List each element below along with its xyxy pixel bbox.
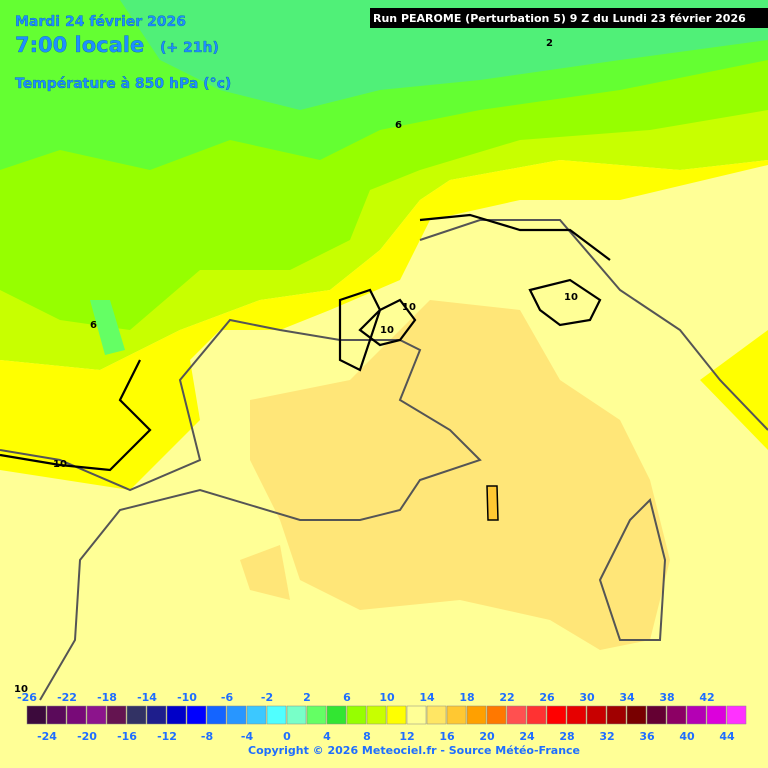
legend-swatch [46,705,67,725]
parameter: Température à 850 hPa (°c) [15,76,231,92]
contour-label: 10 [564,292,578,303]
legend-label-top: -26 [17,691,37,704]
legend-swatch [626,705,647,725]
contours [0,213,611,472]
copyright: Copyright © 2026 Meteociel.fr - Source M… [248,744,580,757]
legend-label-bottom: -12 [157,730,177,743]
legend-swatch [646,705,667,725]
legend-swatch [386,705,407,725]
legend-swatch [526,705,547,725]
legend-swatch [86,705,107,725]
warm-patch [240,545,290,600]
yellow-zone [0,160,768,490]
legend-swatch [666,705,687,725]
legend-swatch [406,705,427,725]
legend-swatch [166,705,187,725]
legend-label-top: 38 [659,691,674,704]
legend-swatch [686,705,707,725]
legend-label-bottom: -20 [77,730,97,743]
legend-label-bottom: 40 [679,730,695,743]
legend-label-bottom: 8 [363,730,371,743]
legend-label-top: 2 [303,691,311,704]
legend-swatch [606,705,627,725]
legend-label-top: -10 [177,691,197,704]
legend-swatch [226,705,247,725]
legend-label-top: 18 [459,691,474,704]
legend-swatch [286,705,307,725]
legend-label-bottom: 44 [719,730,735,743]
legend-swatch [266,705,287,725]
legend-swatch [446,705,467,725]
yellow-zone-east [700,330,768,450]
legend-label-top: -2 [261,691,273,704]
legend-label-top: 26 [539,691,555,704]
green-patch [90,300,125,355]
legend-label-top: -14 [137,691,157,704]
legend-swatch [506,705,527,725]
contour-label: 6 [395,120,402,131]
legend-label-bottom: 36 [639,730,655,743]
legend-swatch [706,705,727,725]
legend-label-top: -18 [97,691,117,704]
legend-swatch [426,705,447,725]
legend-label-top: 10 [379,691,395,704]
lead-time: (+ 21h) [160,40,219,56]
contour-label: 10 [380,325,394,336]
legend-label-bottom: 32 [599,730,614,743]
legend-label-bottom: -16 [117,730,137,743]
legend-swatch [346,705,367,725]
legend-label-bottom: -24 [37,730,57,743]
legend-swatch [726,705,747,725]
legend-label-top: -6 [221,691,234,704]
legend-swatch [566,705,587,725]
legend-label-bottom: 16 [439,730,455,743]
legend-label-top: 34 [619,691,635,704]
legend-swatch [306,705,327,725]
legend-swatch [546,705,567,725]
legend-swatch [366,705,387,725]
warm-zone [250,300,670,650]
legend-swatch [146,705,167,725]
forecast-time: 7:00 locale [15,33,144,57]
forecast-date: Mardi 24 février 2026 [15,14,186,30]
legend-swatch [206,705,227,725]
run-banner [370,8,768,28]
legend-label-bottom: -4 [241,730,254,743]
contour-label: 10 [14,684,28,695]
legend-label-bottom: 0 [283,730,291,743]
legend-swatch [26,705,47,725]
contour-label: 2 [546,38,553,49]
contour-label: 10 [402,302,416,313]
legend-swatch [326,705,347,725]
legend-label-top: 6 [343,691,351,704]
legend-label-top: -22 [57,691,77,704]
legend-swatch [246,705,267,725]
legend-label-top: 22 [499,691,514,704]
legend-label-top: 14 [419,691,435,704]
legend-swatch [66,705,87,725]
run-title: Run PEAROME (Perturbation 5) 9 Z du Lund… [373,12,746,25]
legend-label-bottom: 12 [399,730,414,743]
legend-swatch [586,705,607,725]
legend-label-bottom: 28 [559,730,574,743]
contour-label: 10 [53,459,67,470]
coastlines [0,219,768,701]
legend-label-top: 30 [579,691,595,704]
legend-label-bottom: 24 [519,730,535,743]
legend: -26 -22 -18 -14 -10 -6 -2 2 6 10 14 18 22 26 30 34 38 42-… [17,691,747,743]
legend-label-bottom: -8 [201,730,213,743]
legend-swatch [126,705,147,725]
legend-label-top: 42 [699,691,714,704]
warm-core [486,485,499,521]
legend-label-bottom: 20 [479,730,495,743]
legend-swatch [186,705,207,725]
contour-label: 6 [90,320,97,331]
legend-swatch [466,705,487,725]
contour-labels: 2 6 10 10 10 6 10 10 [14,38,578,695]
legend-label-bottom: 4 [323,730,331,743]
legend-swatch [106,705,127,725]
legend-swatch [486,705,507,725]
